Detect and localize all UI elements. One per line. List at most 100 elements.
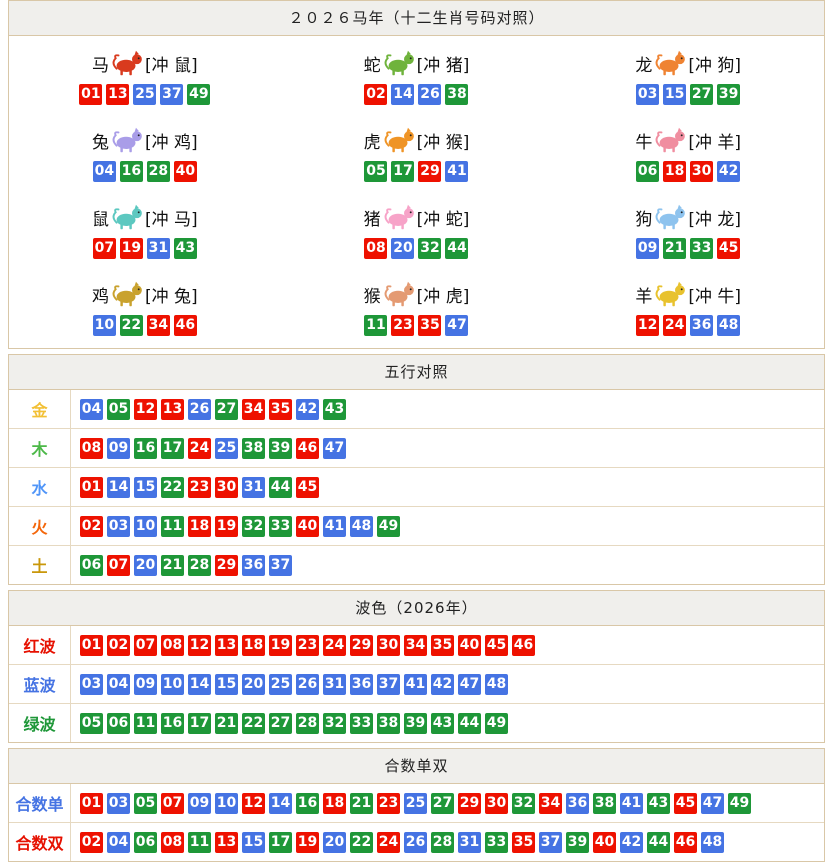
number-box: 06 xyxy=(134,831,157,853)
number-box: 18 xyxy=(663,161,687,182)
number-box: 39 xyxy=(404,712,427,734)
number-box: 41 xyxy=(620,792,643,814)
table-row: 木 08 09 16 17 24 25 38 39 46 47 xyxy=(9,428,824,467)
zodiac-numbers: 01 13 25 37 49 xyxy=(77,83,212,105)
number-box: 17 xyxy=(188,712,211,734)
number-box: 01 xyxy=(80,634,103,656)
number-box: 20 xyxy=(242,673,265,695)
zodiac-clash: [冲 狗] xyxy=(688,55,741,76)
number-box: 15 xyxy=(242,831,265,853)
number-box: 48 xyxy=(717,315,741,336)
number-box: 16 xyxy=(119,161,143,182)
number-box: 14 xyxy=(269,792,292,814)
number-box: 07 xyxy=(134,634,157,656)
zodiac-cell: 猪 [冲 蛇] 08 20 32 44 xyxy=(281,192,553,269)
number-box: 10 xyxy=(215,792,238,814)
zodiac-name-line: 羊 [冲 牛] xyxy=(635,279,741,309)
number-box: 23 xyxy=(391,315,415,336)
section-header: 波色（2026年） xyxy=(9,591,824,626)
number-box: 01 xyxy=(80,792,103,814)
number-box: 43 xyxy=(323,398,346,420)
zodiac-cell: 猴 [冲 虎] 11 23 35 47 xyxy=(281,269,553,346)
number-box: 23 xyxy=(188,476,211,498)
number-box: 26 xyxy=(418,84,442,105)
row-numbers: 06 07 20 21 28 29 36 37 xyxy=(71,546,294,584)
zodiac-name-line: 马 [冲 鼠] xyxy=(92,48,198,78)
number-box: 33 xyxy=(690,238,714,259)
number-box: 28 xyxy=(188,554,211,576)
dog-icon xyxy=(655,204,686,230)
table-row: 红波 01 02 07 08 12 13 18 19 23 24 29 30 34 35 40 45 46 xyxy=(9,626,824,664)
number-box: 25 xyxy=(133,84,157,105)
number-box: 22 xyxy=(242,712,265,734)
zodiac-name: 马 xyxy=(91,55,109,76)
number-box: 13 xyxy=(215,634,238,656)
number-box: 11 xyxy=(134,712,157,734)
number-box: 02 xyxy=(80,515,103,537)
zodiac-numbers: 06 18 30 42 xyxy=(634,160,742,182)
zodiac-name-line: 鼠 [冲 马] xyxy=(92,202,198,232)
number-box: 04 xyxy=(107,831,130,853)
number-box: 05 xyxy=(364,161,388,182)
rooster-icon xyxy=(112,281,142,307)
number-box: 16 xyxy=(161,712,184,734)
row-label: 木 xyxy=(9,429,71,467)
row-label: 土 xyxy=(9,546,71,584)
number-box: 16 xyxy=(296,792,319,814)
number-box: 09 xyxy=(188,792,211,814)
zodiac-clash: [冲 龙] xyxy=(688,209,741,230)
number-box: 37 xyxy=(269,554,292,576)
number-box: 18 xyxy=(323,792,346,814)
number-box: 48 xyxy=(485,673,508,695)
number-box: 13 xyxy=(161,398,184,420)
number-box: 17 xyxy=(269,831,292,853)
number-box: 21 xyxy=(663,238,687,259)
number-box: 38 xyxy=(242,437,265,459)
number-box: 36 xyxy=(242,554,265,576)
number-box: 26 xyxy=(296,673,319,695)
dragon-icon xyxy=(655,50,686,76)
zodiac-table: ２０２６马年（十二生肖号码对照） 马 [冲 鼠] 01 13 25 37 49 蛇 [冲 猪] 0… xyxy=(8,0,825,349)
number-box: 49 xyxy=(377,515,400,537)
row-label: 金 xyxy=(9,390,71,428)
number-box: 12 xyxy=(134,398,157,420)
number-box: 32 xyxy=(512,792,535,814)
table-row: 合数单 01 03 05 07 09 10 12 14 16 18 21 23 25 27 29 30 32 34 3… xyxy=(9,784,824,822)
number-box: 24 xyxy=(188,437,211,459)
rat-icon xyxy=(112,204,142,230)
number-box: 03 xyxy=(636,84,660,105)
zodiac-clash: [冲 猪] xyxy=(416,55,470,76)
number-box: 19 xyxy=(215,515,238,537)
number-box: 34 xyxy=(242,398,265,420)
table-row: 蓝波 03 04 09 10 14 15 20 25 26 31 36 37 41 42 47 48 xyxy=(9,664,824,703)
zodiac-name: 狗 xyxy=(635,209,653,230)
number-box: 32 xyxy=(323,712,346,734)
number-box: 08 xyxy=(161,831,184,853)
zodiac-numbers: 10 22 34 46 xyxy=(91,314,199,336)
zodiac-cell: 蛇 [冲 猪] 02 14 26 38 xyxy=(281,38,553,115)
number-box: 46 xyxy=(173,315,197,336)
zodiac-cell: 鸡 [冲 兔] 10 22 34 46 xyxy=(9,269,281,346)
number-box: 28 xyxy=(146,161,170,182)
zodiac-cell: 虎 [冲 猴] 05 17 29 41 xyxy=(281,115,553,192)
number-box: 07 xyxy=(92,238,116,259)
number-box: 11 xyxy=(188,831,211,853)
number-box: 04 xyxy=(107,673,130,695)
number-box: 12 xyxy=(188,634,211,656)
rabbit-icon xyxy=(112,127,142,153)
number-box: 44 xyxy=(458,712,481,734)
row-numbers: 01 02 07 08 12 13 18 19 23 24 29 30 34 35 40 45 46 xyxy=(71,626,537,664)
number-box: 19 xyxy=(269,634,292,656)
number-box: 35 xyxy=(269,398,292,420)
number-box: 24 xyxy=(323,634,346,656)
zodiac-clash: [冲 马] xyxy=(144,209,198,230)
tiger-icon xyxy=(384,127,414,153)
section-block: 五行对照金 04 05 12 13 26 27 34 35 42 43 木 08 09 16 17 24 25 38… xyxy=(8,354,825,585)
number-box: 15 xyxy=(663,84,687,105)
number-box: 01 xyxy=(79,84,103,105)
number-box: 46 xyxy=(296,437,319,459)
number-box: 39 xyxy=(566,831,589,853)
number-box: 22 xyxy=(161,476,184,498)
number-box: 07 xyxy=(161,792,184,814)
number-box: 06 xyxy=(107,712,130,734)
